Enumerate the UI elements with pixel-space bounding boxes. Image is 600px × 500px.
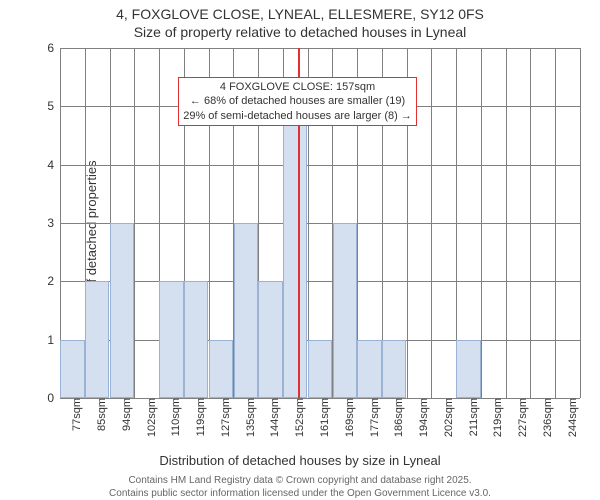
y-tick: 2 <box>47 274 60 288</box>
y-tick: 3 <box>47 216 60 230</box>
y-tick: 5 <box>47 99 60 113</box>
x-tick: 144sqm <box>265 398 281 437</box>
x-axis-label: Distribution of detached houses by size … <box>0 453 600 468</box>
chart-container: 4, FOXGLOVE CLOSE, LYNEAL, ELLESMERE, SY… <box>0 0 600 500</box>
gridline-h <box>60 165 580 166</box>
x-tick: 119sqm <box>191 398 207 436</box>
x-tick: 244sqm <box>563 398 579 437</box>
histogram-bar <box>159 281 183 398</box>
x-tick: 85sqm <box>92 398 108 431</box>
histogram-bar <box>308 340 332 398</box>
x-tick: 135sqm <box>241 398 257 437</box>
gridline-v <box>506 48 507 398</box>
y-tick: 4 <box>47 158 60 172</box>
x-tick: 152sqm <box>290 398 306 437</box>
attribution-line-2: Contains public sector information licen… <box>109 488 491 499</box>
x-tick: 110sqm <box>166 398 182 436</box>
attribution-text: Contains HM Land Registry data © Crown c… <box>0 474 600 500</box>
x-tick: 94sqm <box>117 398 133 431</box>
histogram-bar <box>382 340 406 398</box>
gridline-h <box>60 223 580 224</box>
histogram-bar <box>456 340 480 398</box>
x-tick: 194sqm <box>414 398 430 437</box>
histogram-bar <box>234 223 258 398</box>
histogram-bar <box>184 281 208 398</box>
histogram-bar <box>283 106 307 398</box>
gridline-v <box>530 48 531 398</box>
gridline-v <box>134 48 135 398</box>
x-tick: 211sqm <box>464 398 480 436</box>
x-tick: 219sqm <box>488 398 504 437</box>
gridline-h <box>60 48 580 49</box>
gridline-v <box>481 48 482 398</box>
histogram-bar <box>209 340 233 398</box>
x-tick: 186sqm <box>389 398 405 437</box>
x-tick: 127sqm <box>216 398 232 437</box>
x-tick: 227sqm <box>513 398 529 437</box>
x-tick: 77sqm <box>67 398 83 431</box>
gridline-v <box>555 48 556 398</box>
x-tick: 202sqm <box>439 398 455 437</box>
gridline-v <box>431 48 432 398</box>
annotation-box: 4 FOXGLOVE CLOSE: 157sqm← 68% of detache… <box>178 77 417 126</box>
histogram-bar <box>258 281 282 398</box>
y-tick: 1 <box>47 333 60 347</box>
gridline-v <box>580 48 581 398</box>
attribution-line-1: Contains HM Land Registry data © Crown c… <box>128 475 471 486</box>
x-tick: 102sqm <box>142 398 158 437</box>
histogram-bar <box>357 340 381 398</box>
plot-area: 012345677sqm85sqm94sqm102sqm110sqm119sqm… <box>60 48 580 398</box>
histogram-bar <box>60 340 84 398</box>
y-tick: 6 <box>47 41 60 55</box>
x-tick: 169sqm <box>340 398 356 437</box>
chart-title-sub: Size of property relative to detached ho… <box>0 24 600 40</box>
histogram-bar <box>333 223 357 398</box>
gridline-h <box>60 281 580 282</box>
x-tick: 177sqm <box>365 398 381 437</box>
chart-title-main: 4, FOXGLOVE CLOSE, LYNEAL, ELLESMERE, SY… <box>0 6 600 22</box>
y-tick: 0 <box>47 391 60 405</box>
x-tick: 236sqm <box>538 398 554 437</box>
histogram-bar <box>110 223 134 398</box>
x-tick: 161sqm <box>315 398 331 437</box>
histogram-bar <box>85 281 109 398</box>
